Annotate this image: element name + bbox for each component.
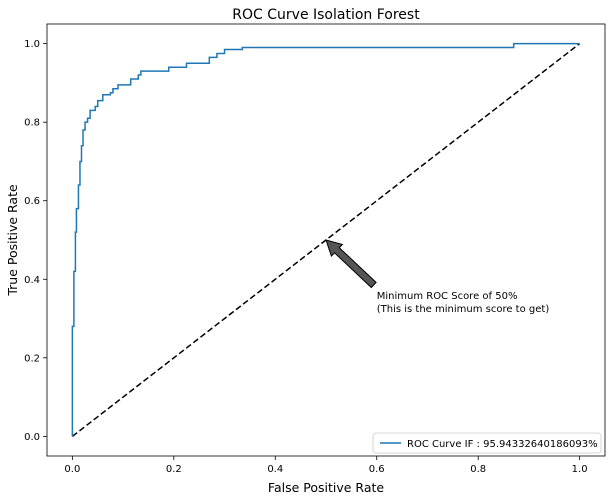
y-axis-label: True Positive Rate (5, 184, 20, 297)
x-tick-label: 0.0 (64, 464, 80, 475)
plot-frame (46, 23, 606, 457)
legend: ROC Curve IF : 95.94332640186093% (372, 432, 602, 454)
y-tick-label: 0.6 (24, 196, 40, 207)
y-tick-label: 0.4 (24, 275, 40, 286)
x-tick-label: 0.4 (267, 464, 283, 475)
roc-curve-layer (71, 42, 580, 437)
annotation-text: (This is the minimum score to get) (377, 304, 550, 315)
y-tick-label: 0.8 (24, 118, 40, 129)
y-tick-label: 0.2 (24, 353, 40, 364)
roc-curve-line (71, 42, 580, 437)
x-tick-label: 0.2 (166, 464, 182, 475)
legend-label: ROC Curve IF : 95.94332640186093% (407, 439, 598, 450)
x-tick-label: 0.8 (470, 464, 486, 475)
legend-box (372, 432, 602, 454)
annotation-text: Minimum ROC Score of 50% (377, 291, 518, 302)
annotation-layer: Minimum ROC Score of 50% (This is the mi… (325, 239, 550, 315)
annotation-arrow (325, 239, 377, 289)
chart-title: ROC Curve Isolation Forest (232, 7, 420, 23)
x-axis-ticks: 0.0 0.2 0.4 0.6 0.8 1.0 (64, 456, 588, 475)
y-axis-ticks: 0.0 0.2 0.4 0.6 0.8 1.0 (24, 39, 47, 443)
y-tick-label: 0.0 (24, 432, 40, 443)
y-tick-label: 1.0 (24, 39, 40, 50)
x-tick-label: 0.6 (369, 464, 385, 475)
x-tick-label: 1.0 (572, 464, 588, 475)
x-axis-label: False Positive Rate (268, 480, 384, 495)
